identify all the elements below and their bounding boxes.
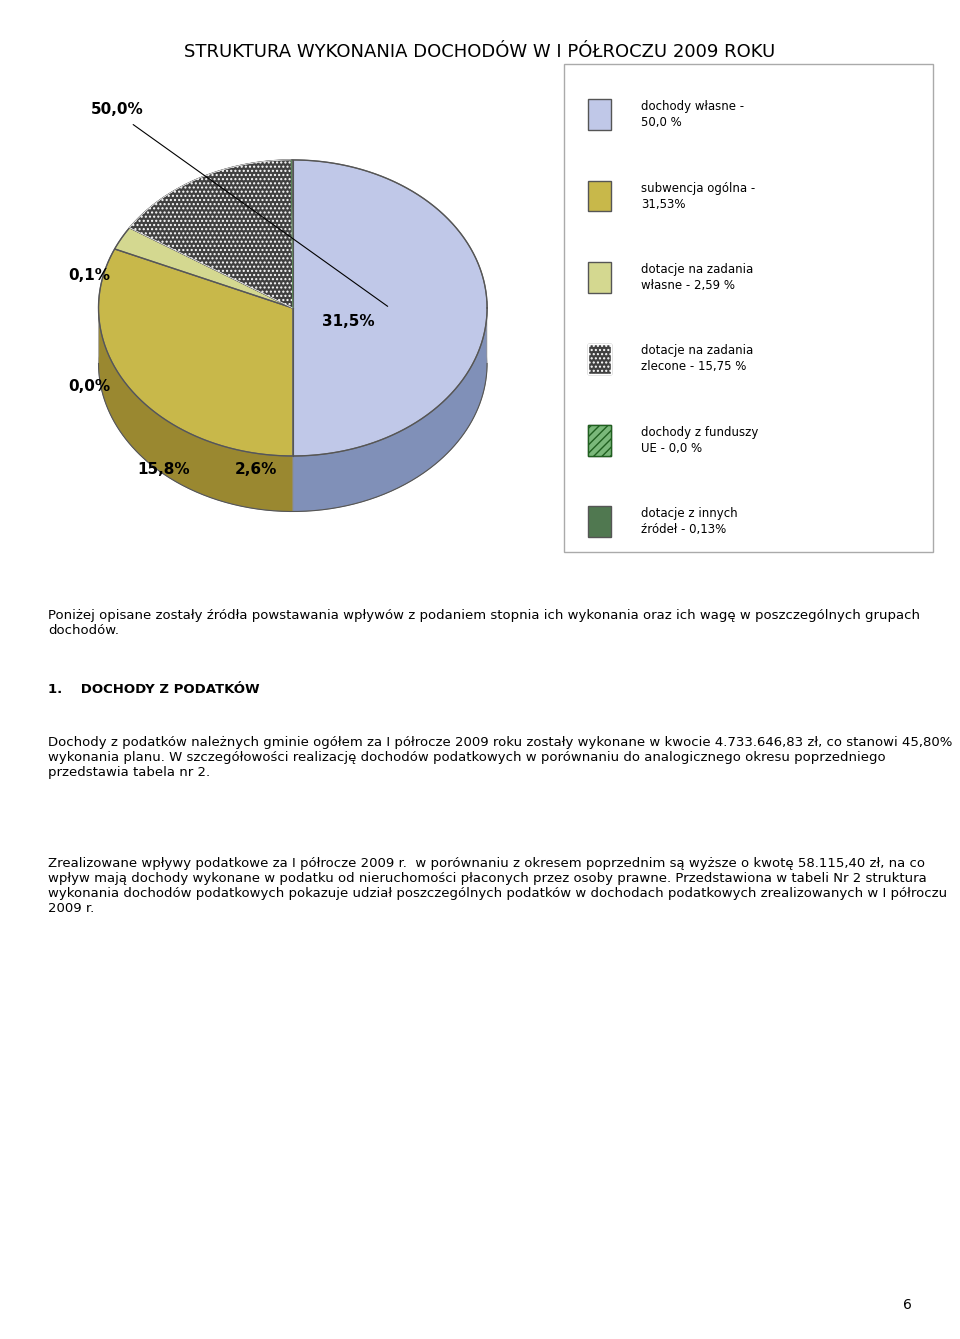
Polygon shape bbox=[130, 159, 293, 308]
Polygon shape bbox=[291, 159, 293, 308]
Polygon shape bbox=[293, 301, 487, 511]
Polygon shape bbox=[291, 159, 293, 308]
Text: 31,5%: 31,5% bbox=[322, 315, 374, 329]
Text: 50,0%: 50,0% bbox=[90, 102, 143, 116]
Text: dotacje z innych
źródeł - 0,13%: dotacje z innych źródeł - 0,13% bbox=[641, 507, 738, 536]
Bar bbox=[588, 99, 611, 130]
Text: 15,8%: 15,8% bbox=[137, 462, 189, 478]
Bar bbox=[588, 344, 611, 374]
Bar bbox=[588, 424, 611, 455]
Polygon shape bbox=[291, 159, 293, 308]
Text: 0,1%: 0,1% bbox=[68, 268, 110, 283]
Polygon shape bbox=[99, 300, 293, 511]
Text: 2,6%: 2,6% bbox=[234, 462, 277, 478]
Text: subwencja ogólna -
31,53%: subwencja ogólna - 31,53% bbox=[641, 182, 756, 210]
Text: dochody z funduszy
UE - 0,0 %: dochody z funduszy UE - 0,0 % bbox=[641, 426, 758, 455]
Polygon shape bbox=[114, 228, 293, 308]
Bar bbox=[588, 424, 611, 455]
Bar bbox=[588, 344, 611, 374]
Polygon shape bbox=[130, 159, 293, 308]
Polygon shape bbox=[99, 249, 293, 457]
Polygon shape bbox=[293, 159, 487, 457]
Bar bbox=[588, 262, 611, 293]
Text: 1.    DOCHODY Z PODATKÓW: 1. DOCHODY Z PODATKÓW bbox=[48, 683, 259, 696]
Text: Poniżej opisane zostały źródła powstawania wpływów z podaniem stopnia ich wykona: Poniżej opisane zostały źródła powstawan… bbox=[48, 609, 920, 637]
Text: dotacje na zadania
własne - 2,59 %: dotacje na zadania własne - 2,59 % bbox=[641, 262, 754, 292]
Text: dochody własne -
50,0 %: dochody własne - 50,0 % bbox=[641, 100, 744, 129]
Text: 6: 6 bbox=[903, 1299, 912, 1312]
Text: 0,0%: 0,0% bbox=[68, 379, 110, 394]
Bar bbox=[588, 506, 611, 537]
Text: STRUKTURA WYKONANIA DOCHODÓW W I PÓŁROCZU 2009 ROKU: STRUKTURA WYKONANIA DOCHODÓW W I PÓŁROCZ… bbox=[184, 43, 776, 60]
Text: Dochody z podatków należnych gminie ogółem za I półrocze 2009 roku zostały wykon: Dochody z podatków należnych gminie ogół… bbox=[48, 736, 952, 779]
Bar bbox=[588, 181, 611, 212]
Text: dotacje na zadania
zlecone - 15,75 %: dotacje na zadania zlecone - 15,75 % bbox=[641, 344, 754, 374]
FancyBboxPatch shape bbox=[564, 64, 933, 552]
Text: Zrealizowane wpływy podatkowe za I półrocze 2009 r.  w porównaniu z okresem popr: Zrealizowane wpływy podatkowe za I półro… bbox=[48, 857, 948, 915]
